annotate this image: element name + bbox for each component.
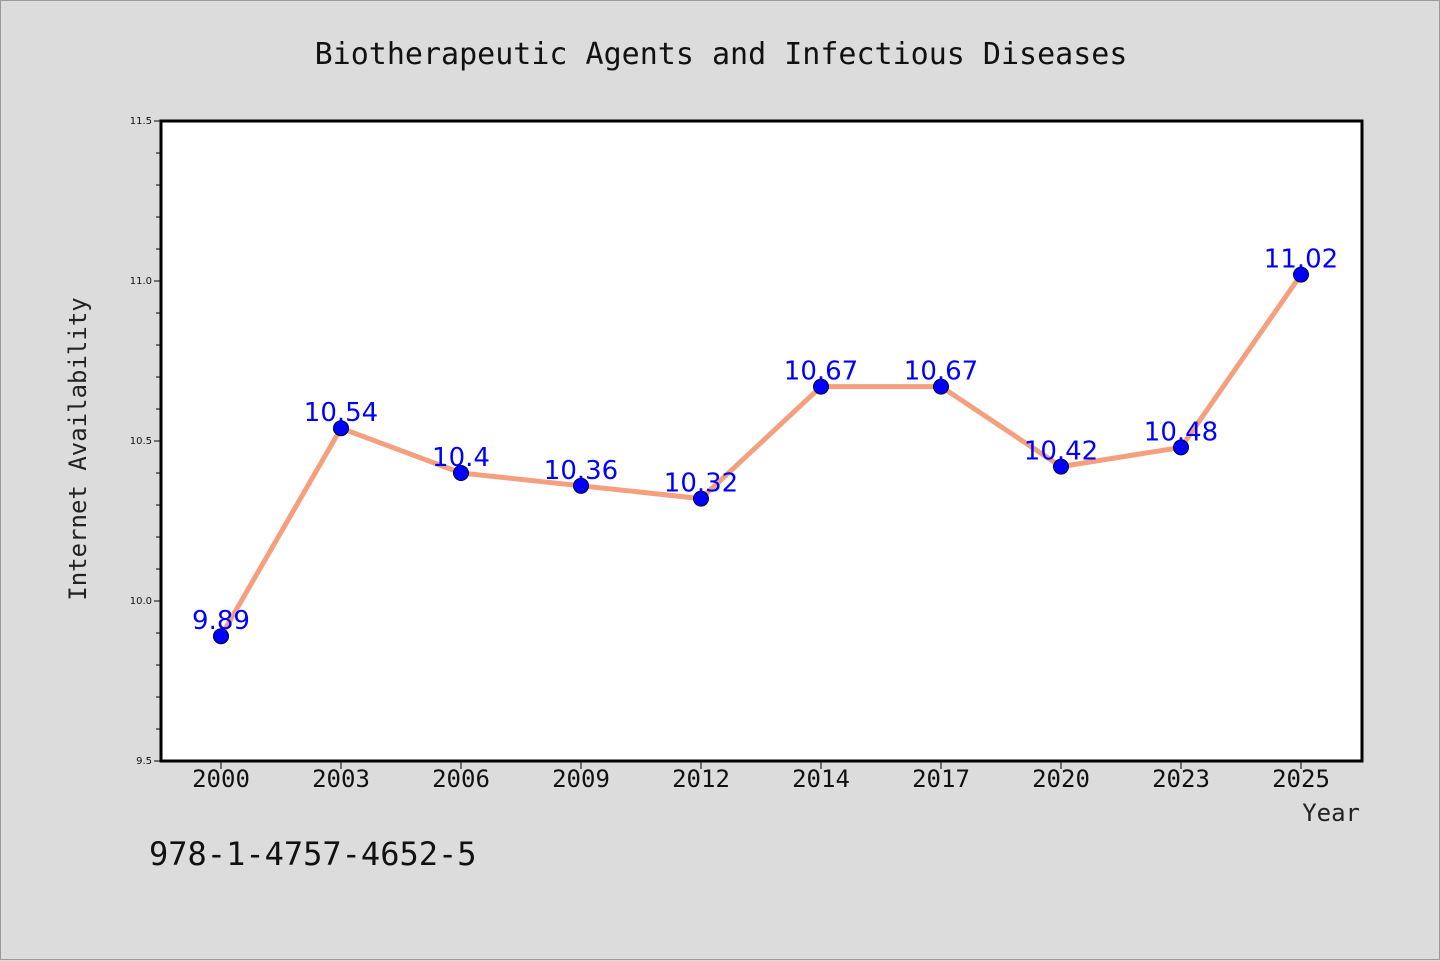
data-label: 10.32 — [664, 469, 738, 499]
data-label: 9.89 — [192, 606, 250, 636]
data-point — [693, 490, 709, 507]
x-axis-label: Year — [1302, 799, 1360, 827]
data-point — [1173, 439, 1189, 456]
chart-title: Biotherapeutic Agents and Infectious Dis… — [315, 37, 1128, 72]
data-point — [1053, 458, 1069, 475]
data-label: 11.02 — [1264, 245, 1338, 275]
isbn-footer: 978-1-4757-4652-5 — [149, 835, 477, 873]
data-label: 10.36 — [544, 456, 618, 486]
y-tick-label: 10.5 — [130, 436, 152, 447]
y-tick-label: 9.5 — [136, 756, 152, 767]
x-tick-label: 2020 — [1032, 765, 1090, 793]
data-label: 10.48 — [1144, 417, 1218, 447]
data-label: 10.42 — [1024, 437, 1098, 467]
x-tick-label: 2000 — [192, 765, 250, 793]
y-tick-label: 10.0 — [130, 596, 152, 607]
y-axis-ticks: 9.5 10.0 10.5 11.0 11.5 — [130, 116, 161, 767]
series-group — [213, 266, 1309, 645]
x-tick-label: 2012 — [672, 765, 730, 793]
series-line — [218, 272, 1304, 639]
data-point — [933, 378, 949, 395]
data-label: 10.67 — [784, 357, 858, 387]
data-label: 10.67 — [904, 357, 978, 387]
data-label: 10.54 — [304, 398, 378, 428]
x-tick-label: 2006 — [432, 765, 490, 793]
x-tick-label: 2003 — [312, 765, 370, 793]
x-tick-label: 2017 — [912, 765, 970, 793]
y-axis-label: Internet Availability — [64, 297, 92, 600]
x-tick-label: 2023 — [1152, 765, 1210, 793]
x-axis-ticks: 2000 2003 2006 2009 2012 2014 2017 2020 2023 2025 — [192, 761, 1330, 793]
y-tick-label: 11.0 — [130, 276, 152, 287]
data-point — [813, 378, 829, 395]
data-point — [1293, 266, 1309, 283]
data-point — [213, 628, 229, 645]
data-labels-group: 9.89 10.54 10.4 10.36 10.32 10.67 10.67 10.42 10… — [192, 245, 1338, 637]
data-point — [453, 465, 469, 481]
data-label: 10.4 — [432, 443, 490, 473]
x-tick-label: 2014 — [792, 765, 850, 793]
data-point — [333, 420, 349, 437]
data-point — [573, 477, 589, 494]
x-tick-label: 2025 — [1272, 765, 1330, 793]
x-tick-label: 2009 — [552, 765, 610, 793]
y-tick-label: 11.5 — [130, 116, 152, 127]
